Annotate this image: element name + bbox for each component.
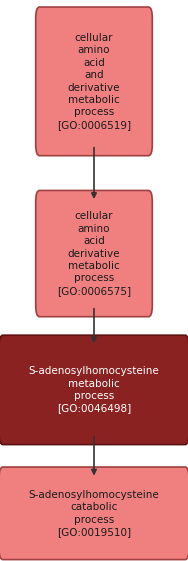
- Text: cellular
amino
acid
and
derivative
metabolic
process
[GO:0006519]: cellular amino acid and derivative metab…: [57, 33, 131, 130]
- FancyBboxPatch shape: [36, 191, 152, 316]
- Text: S-adenosylhomocysteine
catabolic
process
[GO:0019510]: S-adenosylhomocysteine catabolic process…: [29, 490, 159, 537]
- FancyBboxPatch shape: [0, 467, 188, 559]
- FancyBboxPatch shape: [0, 335, 188, 444]
- FancyBboxPatch shape: [36, 7, 152, 156]
- Text: cellular
amino
acid
derivative
metabolic
process
[GO:0006575]: cellular amino acid derivative metabolic…: [57, 211, 131, 296]
- Text: S-adenosylhomocysteine
metabolic
process
[GO:0046498]: S-adenosylhomocysteine metabolic process…: [29, 366, 159, 413]
